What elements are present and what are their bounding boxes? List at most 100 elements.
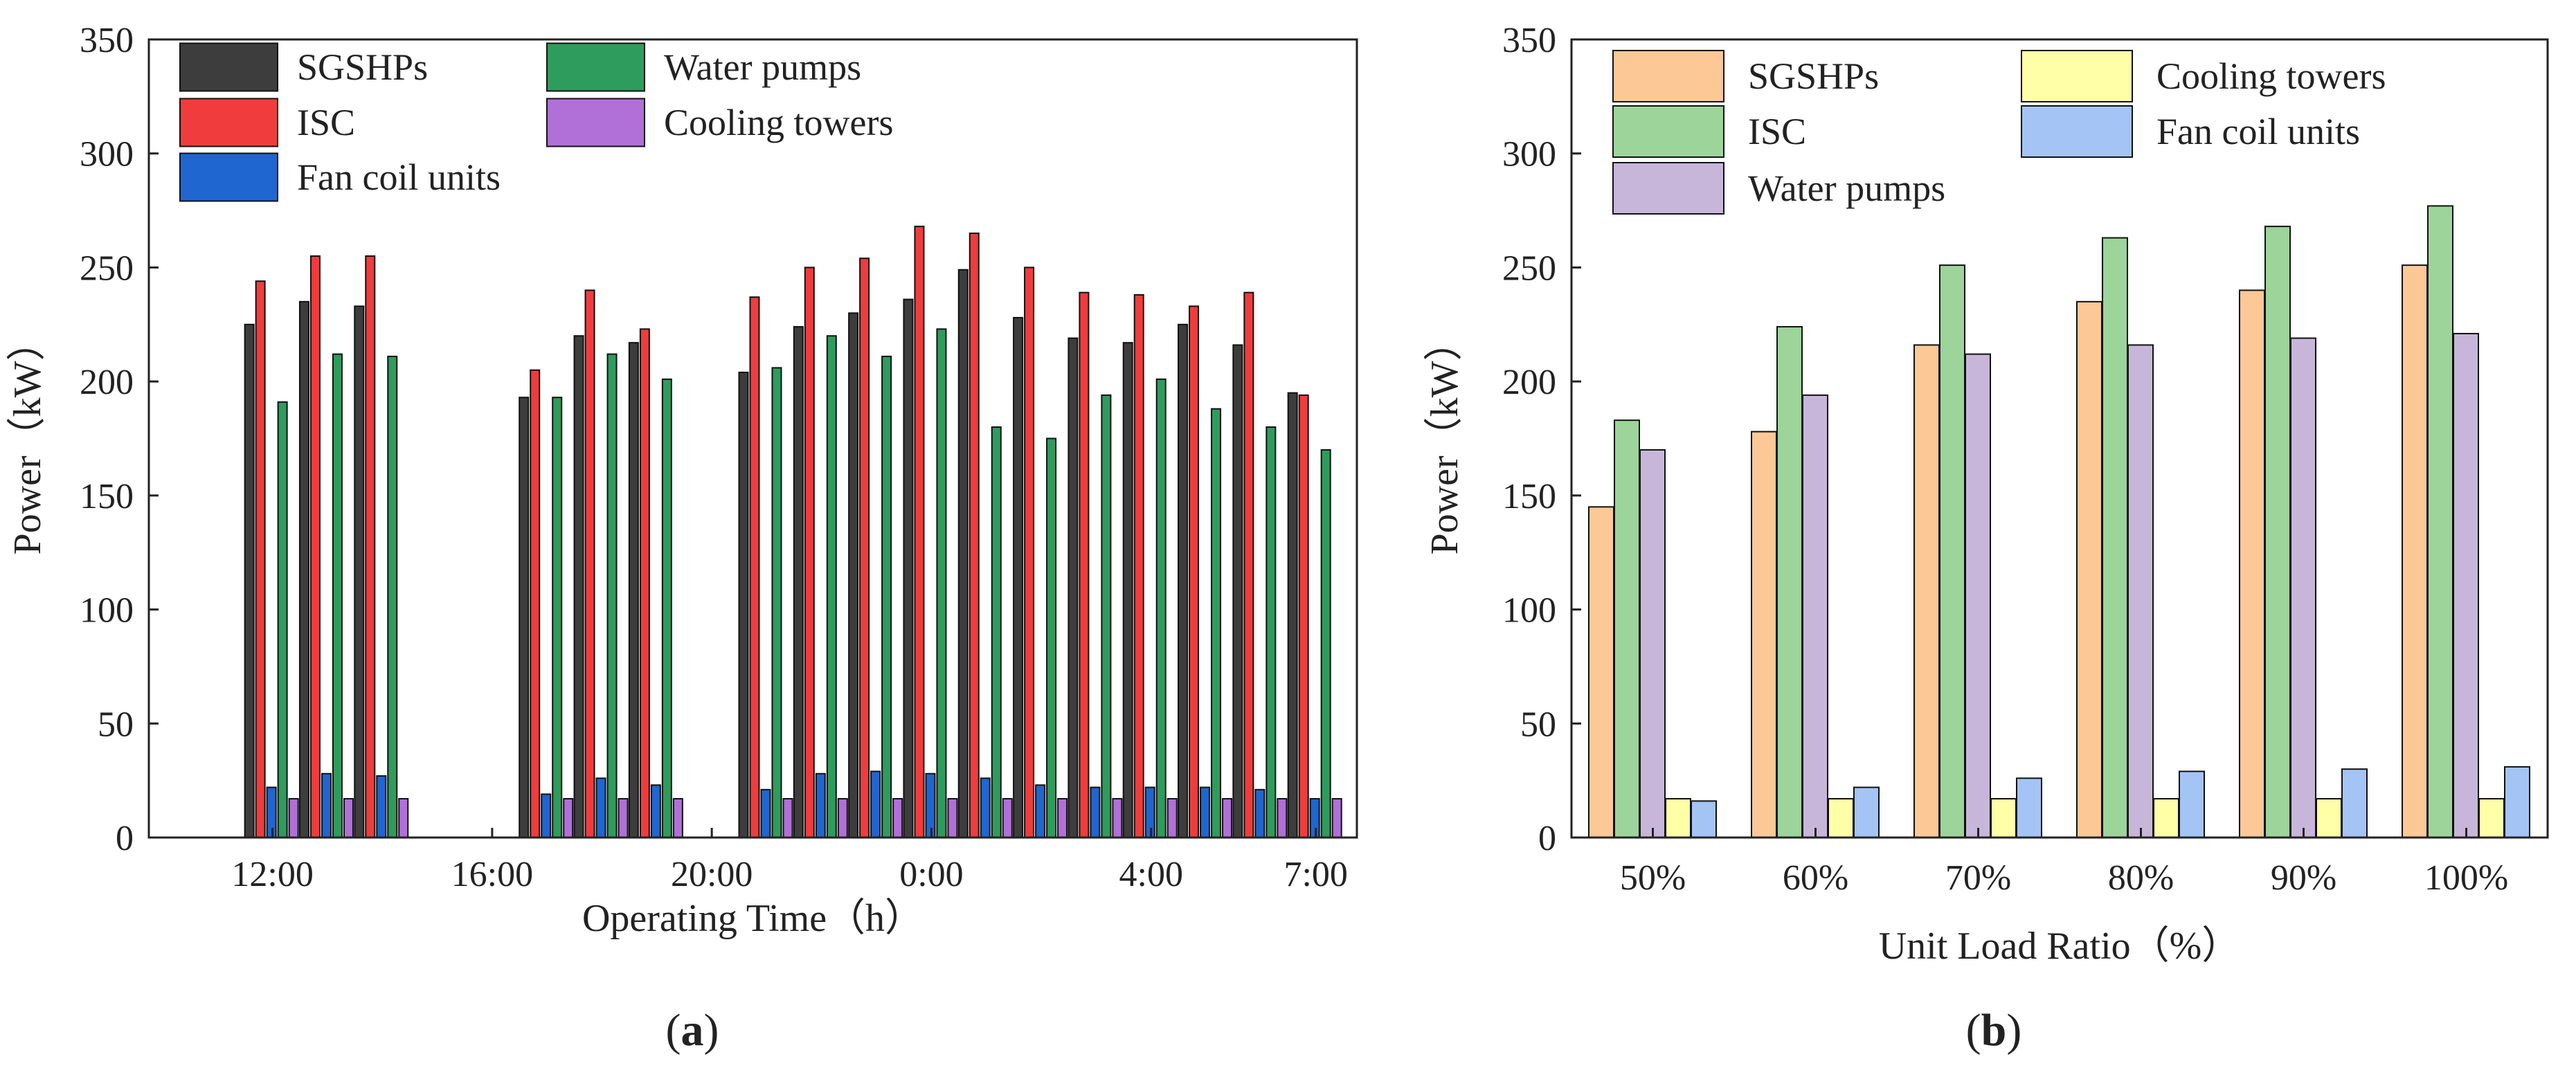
bar-sgshps <box>519 397 530 838</box>
plot-frame <box>147 38 1358 839</box>
x-axis-title: Unit Load Ratio（%） <box>1879 925 2241 968</box>
bar-water-pumps <box>661 378 672 838</box>
bar-cooling-towers <box>2316 797 2342 839</box>
legend-swatch-cooling-towers <box>546 98 645 147</box>
bar-isc <box>1776 326 1803 838</box>
legend-swatch-isc <box>179 98 278 147</box>
bar-fan-coil-units <box>1090 786 1101 839</box>
bar-cooling-towers <box>343 797 354 839</box>
bar-water-pumps <box>771 367 782 838</box>
bar-sgshps <box>244 323 255 838</box>
legend-swatch-water-pumps <box>1612 162 1724 215</box>
bar-water-pumps <box>1046 437 1057 838</box>
bar-fan-coil-units <box>1691 800 1717 838</box>
bar-sgshps <box>1913 344 1940 839</box>
bar-water-pumps <box>1802 394 1828 838</box>
y-tick-label: 300 <box>1502 135 1556 174</box>
bar-cooling-towers <box>892 797 903 839</box>
x-tick-label: 16:00 <box>451 855 533 894</box>
bar-cooling-towers <box>2153 797 2179 839</box>
y-tick-label: 350 <box>1502 21 1556 60</box>
panel-label-close: ) <box>704 1005 719 1056</box>
bar-sgshps <box>738 371 749 838</box>
bar-cooling-towers <box>672 797 683 839</box>
bar-fan-coil-units <box>760 788 771 838</box>
bar-cooling-towers <box>1665 797 1691 839</box>
bar-water-pumps <box>387 355 398 838</box>
bar-sgshps <box>1232 344 1243 839</box>
bar-fan-coil-units <box>321 772 332 839</box>
x-tick-label: 7:00 <box>1284 855 1347 894</box>
panel-label-open: ( <box>666 1005 681 1056</box>
bar-sgshps <box>848 312 859 839</box>
bar-isc <box>749 296 760 838</box>
bar-sgshps <box>628 342 639 838</box>
panel-label: (b) <box>1966 1005 2022 1056</box>
bar-cooling-towers <box>947 797 958 839</box>
bar-water-pumps <box>1965 353 1991 838</box>
legend-label-water-pumps: Water pumps <box>1748 168 1945 209</box>
legend-label-cooling-towers: Cooling towers <box>2156 55 2386 97</box>
bar-fan-coil-units <box>815 772 826 839</box>
bar-water-pumps <box>552 397 563 838</box>
bar-cooling-towers <box>563 797 574 839</box>
bar-sgshps <box>2239 289 2265 839</box>
bar-sgshps <box>573 335 584 838</box>
bar-isc <box>1243 291 1254 838</box>
legend-label-isc: ISC <box>1748 111 1806 152</box>
x-tick-label: 70% <box>1945 858 2011 898</box>
legend-swatch-isc <box>1612 105 1724 158</box>
legend-swatch-water-pumps <box>546 42 645 92</box>
bar-isc <box>255 280 266 838</box>
panel-label-letter: b <box>1981 1005 2007 1056</box>
bar-water-pumps <box>826 335 837 838</box>
bar-sgshps <box>1122 342 1133 838</box>
legend-swatch-fan-coil-units <box>179 152 278 202</box>
bar-water-pumps <box>1320 449 1331 838</box>
bar-fan-coil-units <box>870 770 881 838</box>
bar-cooling-towers <box>1222 797 1233 839</box>
bar-cooling-towers <box>782 797 793 839</box>
bar-fan-coil-units <box>1200 786 1211 839</box>
bar-water-pumps <box>1266 426 1277 838</box>
bar-isc <box>1298 394 1309 838</box>
bar-cooling-towers <box>398 797 409 839</box>
bar-isc <box>1079 291 1090 838</box>
bar-sgshps <box>1013 316 1024 839</box>
y-tick-label: 50 <box>98 705 134 744</box>
bar-fan-coil-units <box>650 784 661 839</box>
legend-swatch-cooling-towers <box>2021 50 2133 102</box>
chart-a: 0 50 100 150 200 250 300 350 Power（kW） Operating … <box>6 21 1358 1056</box>
bar-sgshps <box>354 305 365 838</box>
bar-isc <box>969 233 980 838</box>
legend-label-sgshps: SGSHPs <box>297 46 428 88</box>
bar-fan-coil-units <box>376 775 387 839</box>
y-tick-label: 0 <box>116 819 134 858</box>
x-tick-label: 0:00 <box>899 855 963 894</box>
bar-isc <box>639 328 650 839</box>
bar-cooling-towers <box>1002 797 1013 839</box>
bar-cooling-towers <box>1167 797 1178 839</box>
y-axis-title: Power（kW） <box>6 323 49 555</box>
bar-water-pumps <box>2453 332 2479 839</box>
bar-water-pumps <box>1639 449 1666 838</box>
bar-sgshps <box>1287 392 1298 838</box>
bar-isc <box>2427 205 2453 838</box>
bar-water-pumps <box>277 401 288 838</box>
plot-frame <box>1570 38 2549 839</box>
bar-sgshps <box>793 326 804 838</box>
bar-water-pumps <box>332 353 343 838</box>
bar-isc <box>2264 226 2291 839</box>
bar-cooling-towers <box>1331 797 1342 839</box>
bar-sgshps <box>298 300 309 839</box>
bar-fan-coil-units <box>2341 768 2368 838</box>
bar-sgshps <box>2076 300 2102 839</box>
bar-fan-coil-units <box>2179 770 2205 838</box>
x-tick-label: 80% <box>2108 858 2174 898</box>
bar-isc <box>859 257 870 839</box>
y-tick-label: 100 <box>1502 591 1556 631</box>
bar-water-pumps <box>606 353 618 838</box>
bar-isc <box>1614 419 1640 838</box>
legend-swatch-fan-coil-units <box>2021 105 2133 158</box>
bar-sgshps <box>2402 264 2428 838</box>
